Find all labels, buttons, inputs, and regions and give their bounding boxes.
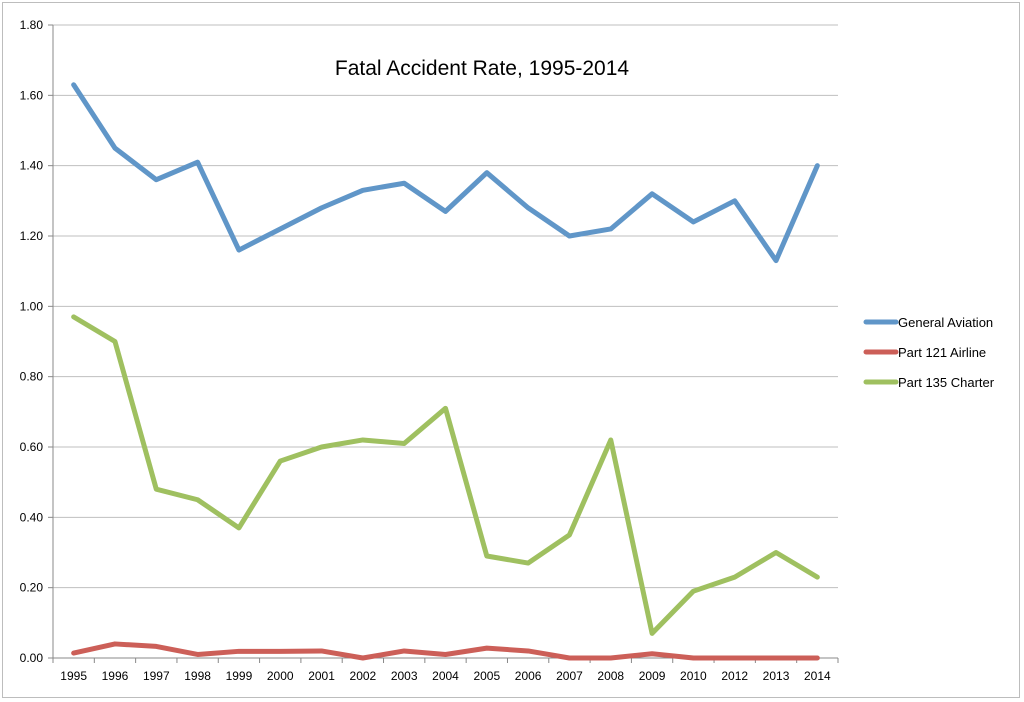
x-tick-label: 2014 [804, 669, 831, 683]
x-tick-label: 2006 [515, 669, 542, 683]
x-tick-label: 2001 [308, 669, 335, 683]
gridlines [53, 24, 838, 589]
x-tick-label: 2008 [597, 669, 624, 683]
y-tick-label: 0.80 [20, 370, 44, 384]
legend-label: Part 121 Airline [898, 345, 986, 360]
series-line-general-aviation [71, 82, 820, 264]
y-tick-label: 1.40 [20, 159, 44, 173]
x-axis: 1995 1996 1997 1998 1999 2000 2001 2002 2003 2004… [52, 657, 839, 683]
y-tick-label: 1.80 [20, 18, 44, 32]
x-tick-label: 1997 [143, 669, 170, 683]
legend-label: Part 135 Charter [898, 375, 995, 390]
series-lines [71, 82, 820, 661]
x-tick-label: 2012 [721, 669, 748, 683]
y-tick-label: 0.00 [20, 651, 44, 665]
x-tick-label: 2000 [267, 669, 294, 683]
x-tick-label: 2003 [391, 669, 418, 683]
series-line-part-121-airline [71, 641, 820, 661]
legend-label: General Aviation [898, 315, 993, 330]
x-tick-label: 2009 [639, 669, 666, 683]
x-tick-label: 1996 [102, 669, 129, 683]
y-tick-label: 1.60 [20, 88, 44, 102]
x-tick-label: 1995 [60, 669, 87, 683]
x-tick-label: 2010 [680, 669, 707, 683]
x-tick-label: 1999 [226, 669, 253, 683]
x-tick-label: 2005 [473, 669, 500, 683]
x-tick-label: 2007 [556, 669, 583, 683]
legend: General Aviation Part 121 Airline Part 135… [863, 315, 995, 390]
x-tick-label: 2004 [432, 669, 459, 683]
y-tick-label: 0.60 [20, 440, 44, 454]
y-tick-label: 0.20 [20, 581, 44, 595]
y-axis: 0.00 0.20 0.40 0.60 0.80 1.00 1.20 1.40 1.60 1.80 [20, 18, 54, 665]
x-tick-label: 2002 [350, 669, 377, 683]
y-tick-label: 1.00 [20, 299, 44, 313]
x-tick-label: 1998 [184, 669, 211, 683]
y-tick-label: 1.20 [20, 229, 44, 243]
x-tick-label: 2013 [763, 669, 790, 683]
y-tick-label: 0.40 [20, 510, 44, 524]
chart-title: Fatal Accident Rate, 1995-2014 [335, 57, 630, 80]
series-line-part-135-charter [71, 314, 820, 636]
